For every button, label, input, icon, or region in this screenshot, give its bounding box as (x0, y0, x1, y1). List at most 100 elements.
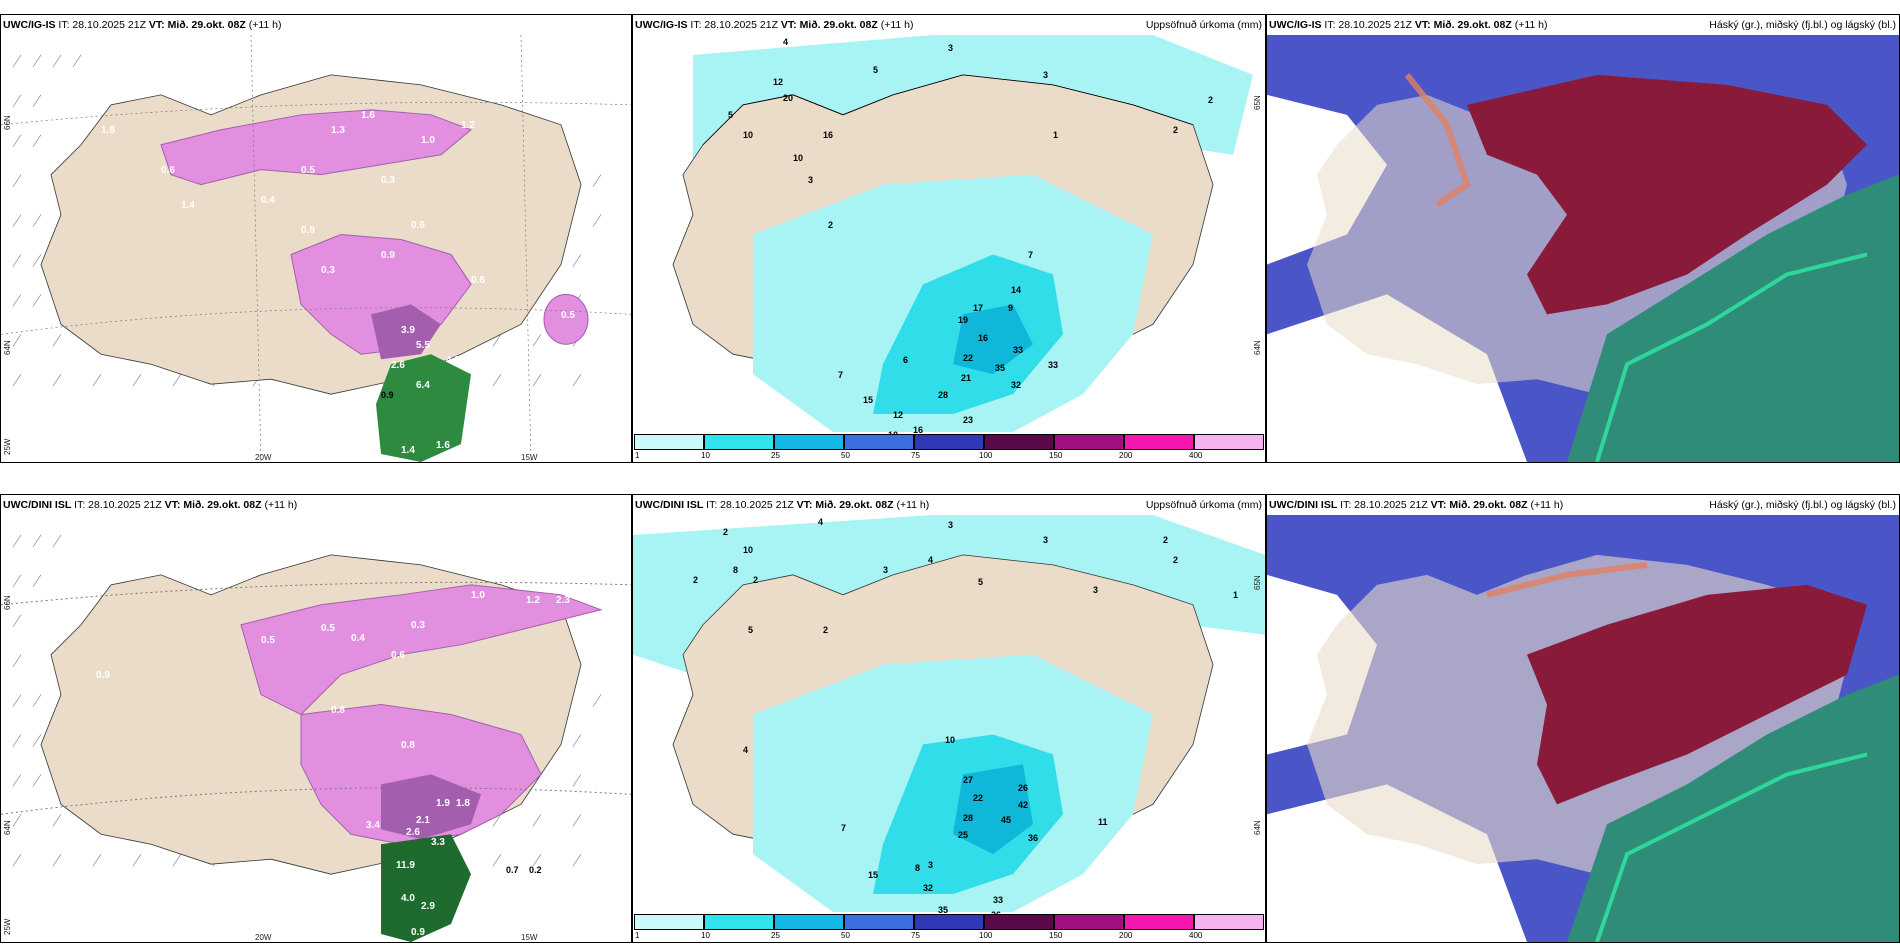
colorbar-swatch (1054, 434, 1124, 450)
colorbar-tick: 75 (911, 931, 920, 940)
map-area (1267, 515, 1899, 942)
colorbar-swatch (634, 434, 704, 450)
value-label: 0.9 (381, 250, 395, 261)
value-label: 10 (793, 153, 804, 163)
value-label: 14 (1011, 285, 1022, 295)
value-label: 0.9 (301, 225, 315, 236)
value-label: 1.2 (461, 120, 475, 131)
value-label: 2 (1208, 95, 1214, 105)
value-label: 12 (773, 77, 784, 87)
value-label: 16 (823, 130, 834, 140)
value-label: 1.9 (436, 798, 450, 809)
value-label: 1.8 (456, 798, 470, 809)
value-label: 0.6 (411, 220, 425, 231)
value-label: 6.4 (416, 380, 430, 391)
value-label: 11 (1098, 817, 1108, 827)
colorbar-tick: 200 (1119, 931, 1133, 940)
colorbar-swatch (1124, 914, 1194, 930)
snow-core (371, 304, 441, 360)
value-label: 2 (823, 625, 829, 635)
field-title: Uppsöfnuð úrkoma (mm) (1145, 19, 1262, 31)
lon-label: 15W (521, 453, 538, 462)
lat-label: 65N (1253, 95, 1262, 110)
colorbar-swatch (634, 914, 704, 930)
value-label: 0.9 (96, 670, 110, 681)
value-label: 2.9 (421, 901, 435, 912)
panel-title: UWC/DINI ISL IT: 28.10.2025 21Z VT: Mið.… (635, 499, 930, 511)
colorbar-swatch (914, 434, 984, 450)
colorbar-swatch (1124, 434, 1194, 450)
colorbar-tick: 100 (979, 931, 993, 940)
colorbar-tick: 400 (1189, 931, 1203, 940)
value-label: 1.6 (361, 110, 375, 121)
value-label: 1.8 (101, 125, 115, 136)
value-label: 7 (838, 370, 844, 380)
panel-dini-snow: UWC/DINI ISL IT: 28.10.2025 21Z VT: Mið.… (0, 494, 632, 943)
value-label: 21 (961, 373, 972, 383)
value-label: 25 (958, 830, 969, 840)
colorbar-tick: 200 (1119, 451, 1133, 460)
rain-south (381, 834, 471, 942)
panel-ig-is-precip: UWC/IG-IS IT: 28.10.2025 21Z VT: Mið. 29… (632, 14, 1266, 463)
value-label: 2 (828, 220, 834, 230)
panel-dini-clouds: UWC/DINI ISL IT: 28.10.2025 21Z VT: Mið.… (1266, 494, 1900, 943)
value-label: 5 (873, 65, 879, 75)
value-label: 0.4 (351, 633, 365, 644)
colorbar-tick: 50 (841, 451, 850, 460)
value-label: 36 (1028, 833, 1039, 843)
value-label: 2 (693, 575, 699, 585)
value-label: 1.4 (401, 445, 415, 456)
lon-label: 15W (521, 933, 538, 942)
iceland-map (633, 35, 1265, 432)
panel-title: UWC/DINI ISL IT: 28.10.2025 21Z VT: Mið.… (3, 499, 298, 511)
value-label: 1.6 (436, 440, 450, 451)
value-label: 0.5 (561, 310, 575, 321)
rain-south (376, 354, 471, 462)
panel-title: UWC/IG-IS IT: 28.10.2025 21Z VT: Mið. 29… (635, 19, 914, 31)
snow-band-north (160, 109, 472, 186)
value-label: 42 (1018, 800, 1029, 810)
value-label: 28 (938, 390, 949, 400)
panel-ig-is-snow: UWC/IG-IS IT: 28.10.2025 21Z VT: Mið. 29… (0, 14, 632, 463)
value-label: 27 (963, 775, 974, 785)
value-label: 4 (818, 517, 824, 527)
value-label: 16 (978, 333, 989, 343)
snow-band-center (300, 704, 542, 845)
value-label: 4 (928, 555, 934, 565)
colorbar-swatch (984, 914, 1054, 930)
value-label: 3 (948, 520, 954, 530)
value-label: 5 (728, 110, 734, 120)
value-label: 4.0 (401, 893, 415, 904)
value-label: 4 (783, 37, 789, 47)
value-label: 19 (958, 315, 969, 325)
lon-label: 20W (255, 933, 272, 942)
colorbar-swatch (1194, 914, 1264, 930)
high-cloud-band (1467, 74, 1867, 315)
map-area: 2 4 3 2 2 8 10 5 2 3 4 5 3 2 2 1 3 4 10 … (633, 515, 1265, 920)
value-label: 3 (1043, 70, 1049, 80)
colorbar-swatch (774, 434, 844, 450)
colorbar-swatch (844, 914, 914, 930)
value-label: 35 (938, 905, 949, 915)
value-label: 45 (1001, 815, 1012, 825)
lon-label: 25W (3, 918, 12, 935)
colorbar-tick: 50 (841, 931, 850, 940)
lon-label: 25W (3, 438, 12, 455)
value-label: 15 (863, 395, 874, 405)
value-label: 7 (1028, 250, 1034, 260)
value-label: 22 (973, 793, 984, 803)
precip-high (953, 304, 1033, 375)
precip-high (953, 764, 1033, 855)
colorbar-tick: 100 (979, 451, 993, 460)
colorbar-swatch (984, 434, 1054, 450)
colorbar-tick: 10 (701, 931, 710, 940)
value-label: 3 (928, 860, 934, 870)
value-label: 3.3 (431, 837, 445, 848)
value-label: 10 (743, 545, 754, 555)
value-label: 3.9 (401, 325, 415, 336)
value-label: 2.6 (391, 360, 405, 371)
lat-label: 64N (1253, 820, 1262, 835)
value-label: 6 (903, 355, 909, 365)
value-label: 0.6 (391, 650, 405, 661)
snow-east (543, 293, 589, 345)
